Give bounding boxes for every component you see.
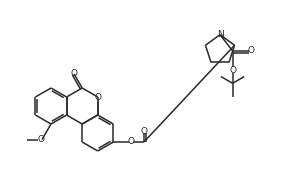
Text: N: N xyxy=(217,30,223,39)
Text: O: O xyxy=(127,137,134,146)
Text: O: O xyxy=(38,135,44,144)
Text: O: O xyxy=(247,46,254,55)
Text: O: O xyxy=(229,66,236,75)
Text: O: O xyxy=(94,93,101,101)
Text: O: O xyxy=(71,69,78,78)
Text: O: O xyxy=(141,127,148,135)
